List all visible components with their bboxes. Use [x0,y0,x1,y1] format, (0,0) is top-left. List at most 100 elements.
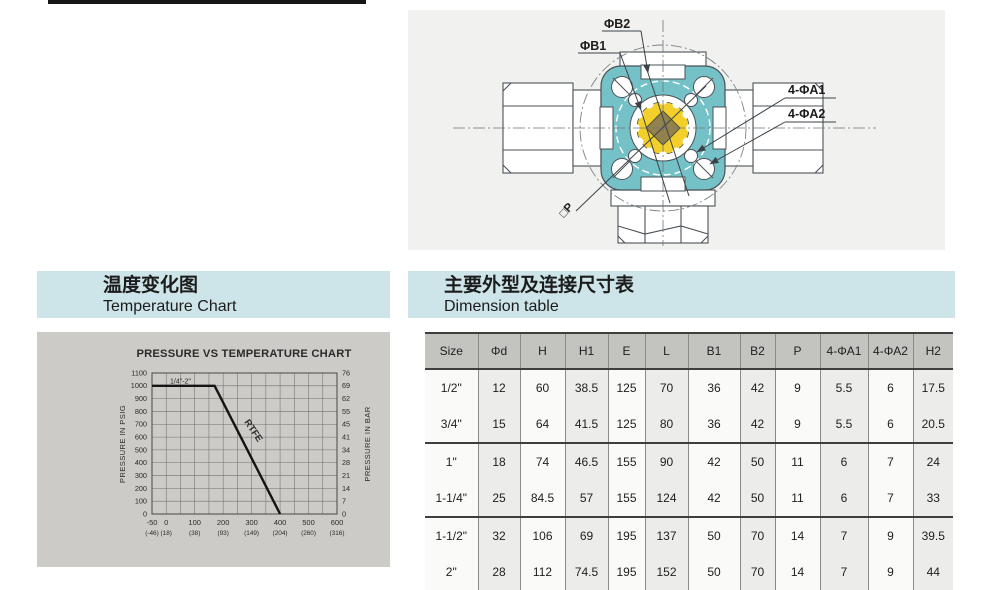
x-tick-f: 500 [302,518,315,527]
table-row: 1/2" 12 60 38.5 125 70 36 42 9 5.5 6 17.5 [425,369,953,406]
value-cell: 20.5 [912,406,953,444]
value-cell: 152 [644,554,688,590]
pressure-temperature-chart: PRESSURE VS TEMPERATURE CHART 1100 761000… [118,348,372,537]
y-tick-psig: 200 [135,484,147,493]
size-cell: 1-1/4" [425,480,478,518]
value-cell: 7 [867,480,913,518]
column-header: H [519,332,565,370]
y-tick-psig: 700 [135,420,147,429]
y-tick-bar: 76 [342,368,350,377]
y-tick-psig: 900 [135,394,147,403]
table-row: 2" 28 112 74.5 195 152 50 70 14 7 9 44 [425,554,953,590]
column-header: 4-ΦA1 [819,332,868,370]
column-header: H2 [912,332,953,370]
y-tick-bar: 34 [342,445,350,454]
size-cell: 1-1/2" [425,517,478,554]
y-tick-psig: 600 [135,432,147,441]
column-header: B1 [687,332,740,370]
value-cell: 5.5 [819,406,868,444]
plot-border [151,372,338,515]
value-cell: 44 [912,554,953,590]
value-cell: 64 [519,406,565,444]
x-tick-c: (260) [301,530,316,537]
value-cell: 155 [607,480,645,518]
x-tick-c: (38) [189,530,200,537]
value-cell: 7 [819,517,868,554]
pressure-temperature-line [152,384,282,515]
value-cell: 69 [564,517,608,554]
value-cell: 41.5 [564,406,608,444]
x-tick-c: (204) [273,530,288,537]
y-tick-psig: 500 [135,445,147,454]
column-header: 4-ΦA2 [867,332,913,370]
value-cell: 5.5 [819,369,868,406]
value-cell: 80 [644,406,688,444]
y-tick-psig: 1000 [131,381,147,390]
value-cell: 6 [867,406,913,444]
y-tick-bar: 14 [342,484,350,493]
y-tick-bar: 45 [342,420,350,429]
size-cell: 2" [425,554,478,590]
value-cell: 15 [477,406,520,444]
y-tick-bar: 21 [342,471,350,480]
x-tick-c: (149) [244,530,259,537]
value-cell: 74.5 [564,554,608,590]
x-tick-f: 0 [164,518,168,527]
value-cell: 137 [644,517,688,554]
value-cell: 24 [912,443,953,480]
y-axis-label-left: PRESSURE IN PSIG [118,405,127,483]
value-cell: 9 [867,554,913,590]
value-cell: 11 [774,443,820,480]
column-header: B2 [739,332,775,370]
centerlines [453,20,876,246]
value-cell: 7 [819,554,868,590]
dim-label-b1: ΦB1 [580,39,606,53]
y-tick-bar: 62 [342,394,350,403]
y-tick-psig: 100 [135,497,147,506]
section-title-zh: 主要外型及连接尺寸表 [444,275,635,296]
value-cell: 42 [739,406,775,444]
value-cell: 42 [739,369,775,406]
value-cell: 106 [519,517,565,554]
dimension-table-panel: Size Φd H H1 E L B1 B2 P 4-ΦA1 4-ΦA2 H2 1/2" 12 60 38.5… [425,332,953,590]
value-cell: 74 [519,443,565,480]
y-tick-psig: 300 [135,471,147,480]
x-tick-f: 300 [245,518,258,527]
value-cell: 6 [819,443,868,480]
column-header: E [607,332,645,370]
y-tick-psig: 800 [135,407,147,416]
dimension-table: Size Φd H H1 E L B1 B2 P 4-ΦA1 4-ΦA2 H2 1/2" 12 60 38.5… [425,332,953,590]
table-row: 1" 18 74 46.5 155 90 42 50 11 6 7 24 [425,443,953,480]
size-cell: 1/2" [425,369,478,406]
size-range-annotation: 1/4"-2" [170,379,191,386]
value-cell: 7 [867,443,913,480]
y-tick-bar: 69 [342,381,350,390]
value-cell: 195 [607,517,645,554]
series-label-rtfe: RTFE [242,418,265,445]
section-title-zh: 温度变化图 [103,275,199,296]
value-cell: 6 [819,480,868,518]
value-cell: 70 [644,369,688,406]
section-header-temperature-chart: 温度变化图 Temperature Chart [37,271,390,318]
value-cell: 125 [607,406,645,444]
value-cell: 38.5 [564,369,608,406]
valve-top-view-drawing: ΦB2 ΦB1 4-ΦA1 4-ΦA2 □P [453,17,876,246]
column-header: P [774,332,820,370]
y-tick-bar: 7 [342,497,346,506]
x-tick-f: 200 [217,518,230,527]
column-header: L [644,332,688,370]
valve-drawing-panel: ΦB2 ΦB1 4-ΦA1 4-ΦA2 □P [408,10,945,250]
chart-panel: PRESSURE VS TEMPERATURE CHART 1100 76 1000… [37,332,390,567]
y-axis-label-right: PRESSURE IN BAR [363,406,372,481]
leader-lines [575,30,836,212]
x-tick-c: (-46) [145,530,159,537]
table-row: 1-1/4" 25 84.5 57 155 124 42 50 11 6 7 33 [425,480,953,518]
value-cell: 42 [687,480,740,518]
value-cell: 14 [774,517,820,554]
value-cell: 195 [607,554,645,590]
value-cell: 9 [774,406,820,444]
dim-label-b2: ΦB2 [604,17,630,31]
x-tick-c: (93) [217,530,228,537]
y-tick-bar: 0 [342,509,346,518]
table-row: 3/4" 15 64 41.5 125 80 36 42 9 5.5 6 20.5 [425,406,953,444]
